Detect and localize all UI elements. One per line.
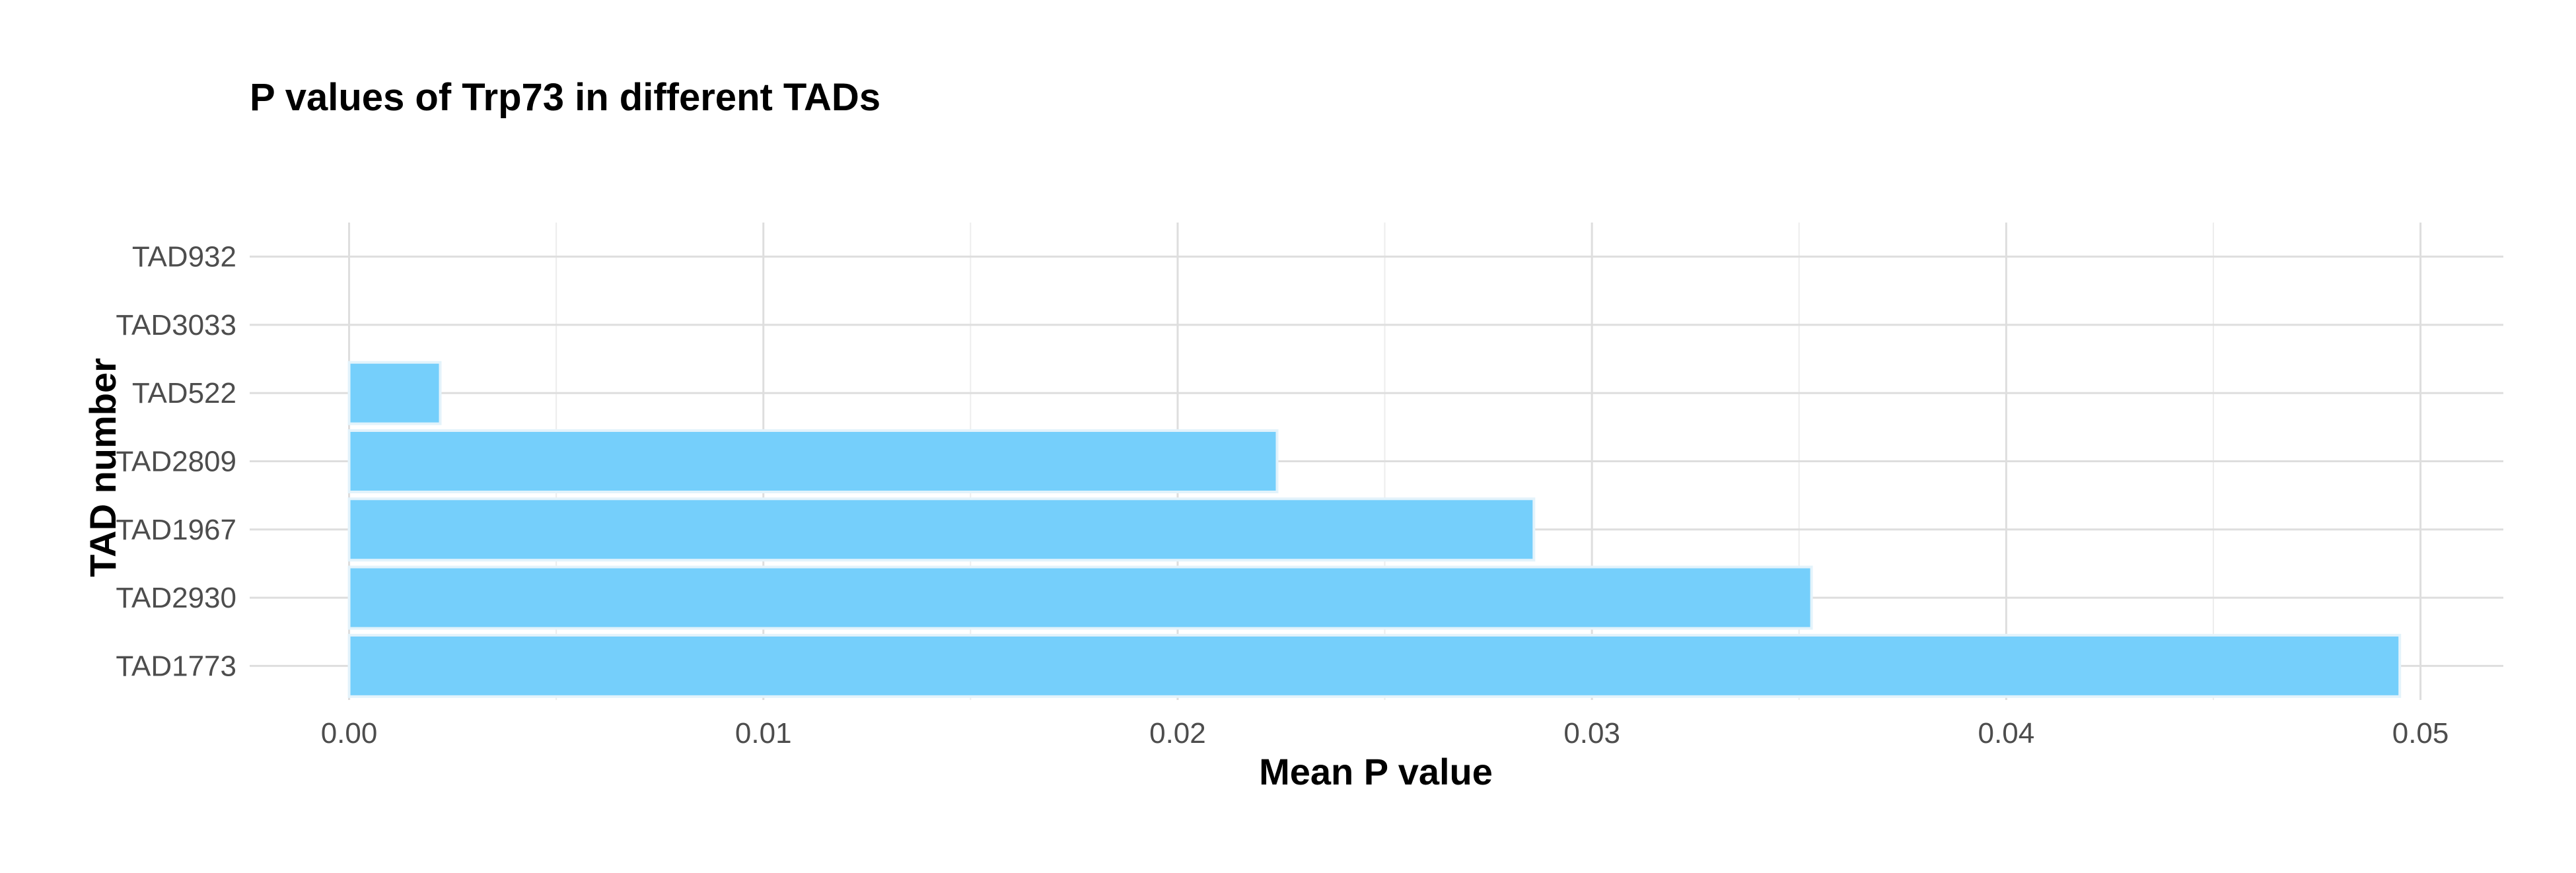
y-tick-label: TAD1773 — [116, 650, 236, 682]
bar-tad2930 — [347, 565, 1813, 630]
y-tick-label: TAD932 — [132, 241, 236, 273]
chart-title: P values of Trp73 in different TADs — [250, 76, 880, 119]
x-tick-label: 0.04 — [1978, 717, 2035, 750]
y-axis-title: TAD number — [82, 358, 124, 577]
y-tick-label: TAD3033 — [116, 309, 236, 341]
bar-tad1773 — [347, 633, 2402, 698]
bar-tad2809 — [347, 429, 1279, 493]
x-tick-label: 0.05 — [2392, 717, 2449, 750]
bars — [347, 361, 2402, 698]
y-tick-label: TAD1967 — [116, 514, 236, 546]
x-axis-title: Mean P value — [1259, 751, 1493, 792]
x-tick-label: 0.00 — [321, 717, 378, 750]
bar-tad522 — [347, 361, 442, 425]
x-axis-ticks: 0.00 0.01 0.02 0.03 0.04 0.05 — [321, 717, 2449, 750]
y-tick-label: TAD2809 — [116, 446, 236, 478]
y-tick-label: TAD2930 — [116, 582, 236, 614]
x-tick-label: 0.02 — [1149, 717, 1206, 750]
x-tick-label: 0.03 — [1563, 717, 1620, 750]
bar-tad1967 — [347, 497, 1536, 562]
y-tick-label: TAD522 — [132, 377, 236, 409]
x-tick-label: 0.01 — [735, 717, 792, 750]
y-axis-ticks: TAD1773 TAD2930 TAD1967 TAD2809 TAD522 TAD303… — [116, 241, 236, 683]
